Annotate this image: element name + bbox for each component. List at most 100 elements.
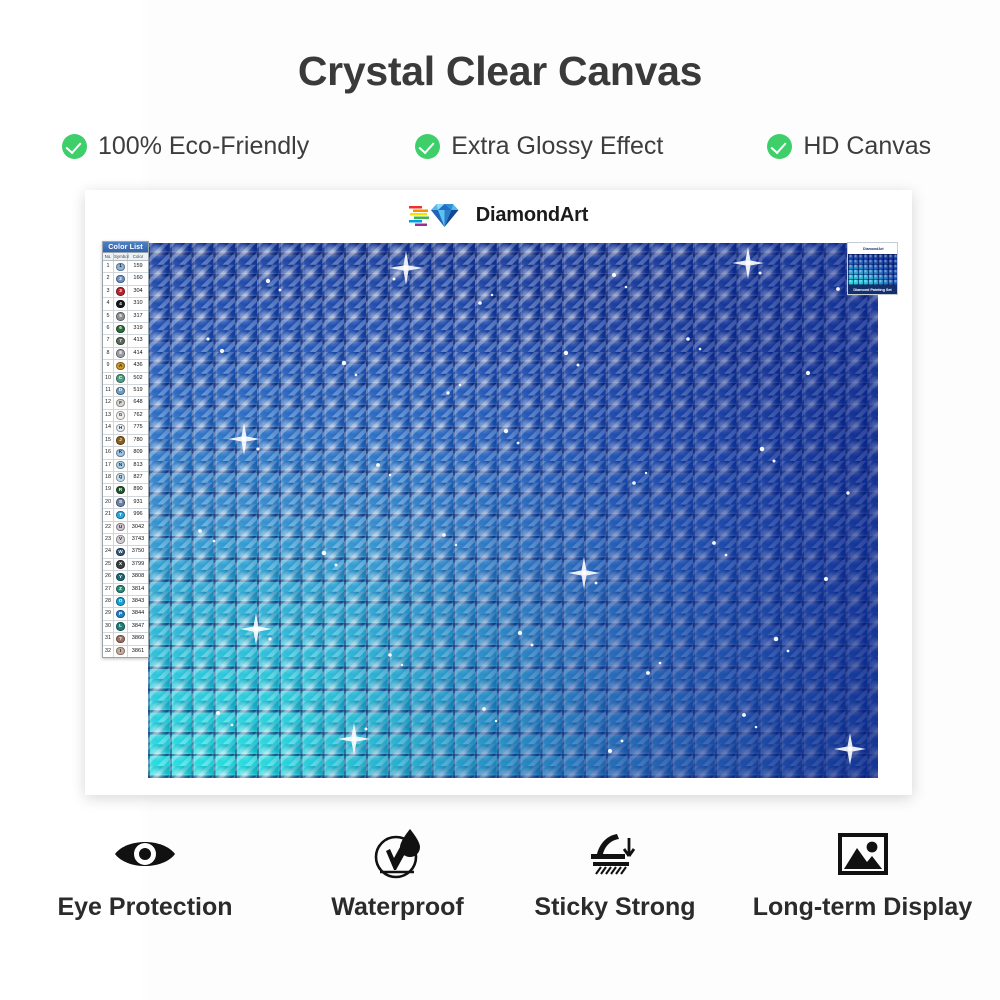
cell-symbol: 1 [114, 261, 128, 273]
color-list-header: No. Symbol Color [103, 253, 148, 261]
cell-no: 12 [103, 397, 114, 409]
cell-color-code: 3860 [131, 635, 145, 642]
table-row: 2 2 160 [103, 273, 148, 286]
color-swatch: O [116, 597, 125, 606]
table-row: 19 R 890 [103, 484, 148, 497]
diamond-logo-icon [851, 246, 861, 258]
cell-symbol: J [114, 434, 128, 447]
table-row: 23 V 3743 [103, 533, 148, 547]
cell-no: 30 [103, 620, 114, 633]
product-card: DiamondArt [85, 190, 912, 795]
color-swatch: 3 [116, 287, 125, 296]
table-row: 7 7 413 [103, 335, 148, 348]
page-title: Crystal Clear Canvas [297, 48, 703, 94]
table-row: 15 J 780 [103, 434, 148, 448]
cell-color-code: 304 [133, 287, 143, 294]
cell-color-code: 3861 [131, 647, 145, 654]
color-swatch: S [116, 498, 125, 507]
thumbnail-brand: DiamondArt [863, 246, 884, 251]
cell-symbol: L [114, 620, 128, 633]
thumbnail-artwork [848, 254, 897, 285]
cell-no: 32 [103, 645, 114, 657]
color-swatch: 1 [116, 262, 125, 271]
cell-no: 16 [103, 447, 114, 459]
color-swatch: A [116, 361, 125, 371]
cell-symbol: I [114, 645, 128, 657]
cell-no: 21 [103, 509, 114, 521]
cell-symbol: 5 [114, 310, 128, 323]
cell-color-code: 931 [133, 498, 143, 505]
table-row: 24 W 3750 [103, 546, 148, 559]
bottom-feature-label: Long-term Display [752, 893, 973, 921]
cell-color-code: 890 [133, 486, 143, 493]
thumbnail-caption: Diamond Painting Set [848, 285, 897, 294]
feature-check-label: 100% Eco-Friendly [98, 132, 310, 160]
check-circle-icon [62, 134, 87, 159]
cell-no: 6 [103, 323, 114, 335]
cell-no: 24 [103, 546, 114, 558]
column-header-no: No. [103, 253, 114, 260]
feature-check-item: HD Canvas [767, 132, 931, 161]
cell-color-code: 809 [133, 449, 143, 456]
table-row: 29 P 3844 [103, 608, 148, 621]
cell-symbol: X [114, 558, 128, 571]
cell-color-code: 648 [133, 399, 143, 406]
color-swatch: 8 [116, 349, 125, 358]
cell-symbol: Q [114, 471, 128, 484]
table-row: 16 K 809 [103, 447, 148, 460]
feature-check-label: Extra Glossy Effect [451, 132, 664, 160]
cell-color-code: 3743 [131, 535, 145, 542]
color-swatch: K [116, 448, 125, 457]
check-circle-icon [767, 134, 793, 159]
cell-symbol: 2 [114, 273, 128, 285]
cell-symbol: C [114, 372, 128, 385]
cell-no: 15 [103, 434, 114, 447]
table-row: 30 L 3847 [103, 620, 148, 634]
color-swatch: D [116, 386, 125, 395]
cell-color-code: 3844 [131, 610, 145, 617]
cell-no: 18 [103, 471, 114, 484]
color-swatch: U [116, 523, 125, 532]
cell-no: 23 [103, 533, 114, 546]
feature-check-item: Extra Glossy Effect [415, 132, 663, 161]
table-row: 27 Z 3814 [103, 583, 148, 596]
cell-symbol: F [114, 397, 128, 409]
color-swatch: L [116, 622, 125, 631]
color-list-body: 1 1 159 2 2 160 3 3 304 4 4 310 5 5 317 6 6 319 7 7 413 8 8 414… [103, 261, 148, 657]
cell-no: 27 [103, 583, 114, 595]
diamond-logo-icon [408, 200, 467, 230]
cell-color-code: 502 [133, 374, 143, 381]
table-row: 4 4 310 [103, 298, 148, 311]
cell-color-code: 413 [133, 337, 143, 344]
color-swatch: X [116, 560, 125, 569]
cell-no: 26 [103, 571, 114, 583]
cell-color-code: 3843 [131, 597, 145, 604]
table-row: 13 G 762 [103, 409, 148, 423]
column-header-symbol: Symbol [114, 253, 129, 260]
image-icon [725, 826, 1000, 882]
color-swatch: 7 [116, 336, 125, 346]
cell-symbol: 8 [114, 347, 128, 360]
bottom-feature-item: Eye Protection [0, 826, 290, 922]
color-swatch: J [116, 436, 125, 445]
cell-no: 3 [103, 285, 114, 298]
cell-no: 28 [103, 595, 114, 608]
table-row: 8 8 414 [103, 347, 148, 361]
color-swatch: ? [116, 634, 125, 644]
table-row: 6 6 319 [103, 323, 148, 336]
cell-symbol: 7 [114, 335, 128, 347]
cell-color-code: 3750 [131, 548, 145, 555]
color-swatch: 4 [116, 299, 125, 309]
table-row: 20 S 931 [103, 496, 148, 510]
cell-color-code: 780 [133, 436, 143, 443]
cell-no: 20 [103, 496, 114, 509]
cell-no: 11 [103, 385, 114, 397]
table-row: 5 5 317 [103, 310, 148, 324]
cell-symbol: D [114, 385, 128, 397]
bottom-feature-item: Waterproof [290, 826, 505, 922]
table-row: 28 O 3843 [103, 595, 148, 609]
color-swatch: C [116, 374, 125, 383]
color-swatch: G [116, 411, 125, 420]
cell-symbol: V [114, 533, 128, 546]
cell-no: 13 [103, 409, 114, 422]
